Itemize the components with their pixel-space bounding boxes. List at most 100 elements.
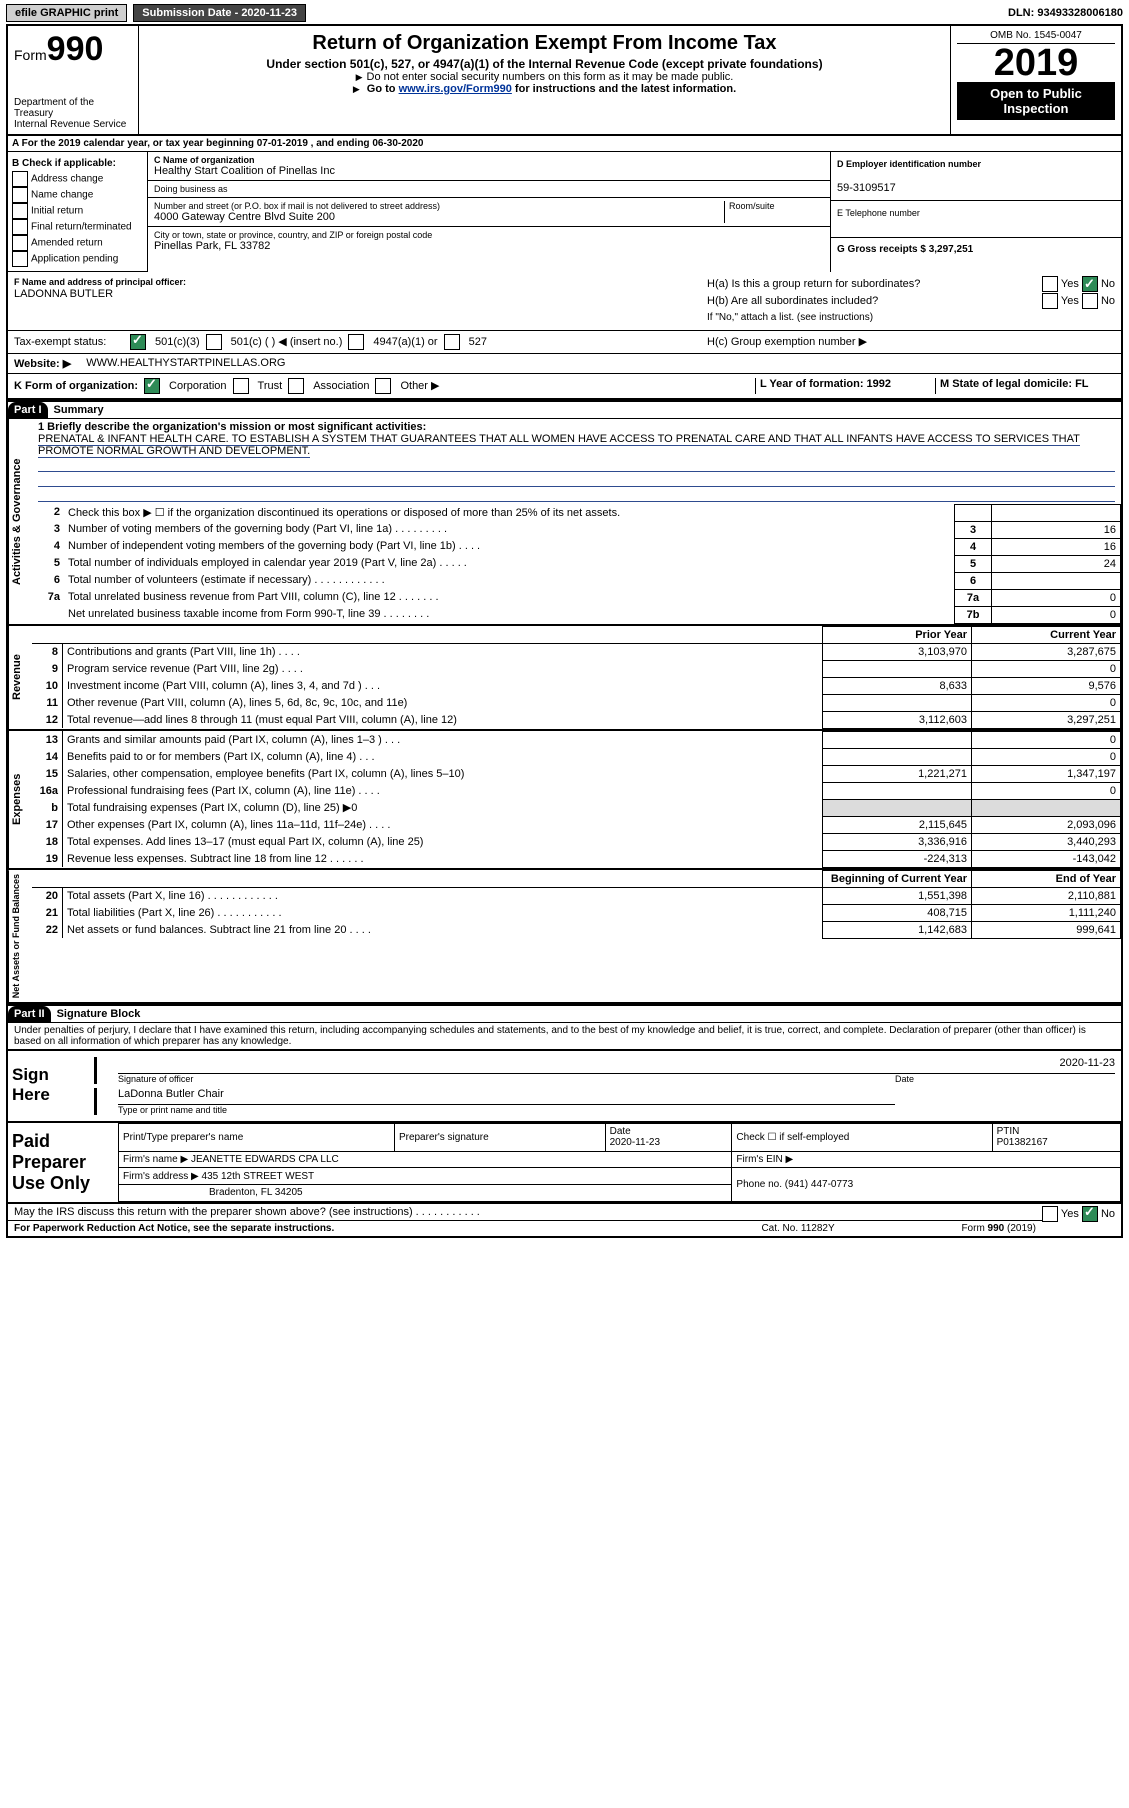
mission-text: PRENATAL & INFANT HEALTH CARE. TO ESTABL… (38, 433, 1080, 458)
chk-527[interactable] (444, 334, 460, 350)
chk-amended-return[interactable] (12, 235, 28, 251)
form-page: efile GRAPHIC print Submission Date - 20… (0, 0, 1129, 1242)
table-row: 14Benefits paid to or for members (Part … (32, 748, 1121, 765)
officer-name: LADONNA BUTLER (14, 288, 113, 300)
open-public-badge: Open to Public Inspection (957, 82, 1115, 120)
footer-row: For Paperwork Reduction Act Notice, see … (8, 1220, 1042, 1236)
year-formation: L Year of formation: 1992 (760, 378, 891, 390)
state-domicile: M State of legal domicile: FL (940, 378, 1089, 390)
goto-note: Go to www.irs.gov/Form990 for instructio… (145, 83, 944, 95)
form-title: Return of Organization Exempt From Incom… (145, 32, 944, 55)
chk-ha-yes[interactable] (1042, 276, 1058, 292)
street-label: Number and street (or P.O. box if mail i… (154, 201, 724, 211)
city-label: City or town, state or province, country… (154, 230, 824, 240)
chk-501c[interactable] (206, 334, 222, 350)
sidetab-netassets: Net Assets or Fund Balances (8, 870, 32, 1002)
chk-application-pending[interactable] (12, 251, 28, 267)
table-row: 12Total revenue—add lines 8 through 11 (… (32, 711, 1121, 728)
phone-label: E Telephone number (837, 208, 920, 218)
irs-form990-link[interactable]: www.irs.gov/Form990 (399, 83, 512, 95)
table-row: 9Program service revenue (Part VIII, lin… (32, 660, 1121, 677)
cat-no: Cat. No. 11282Y (761, 1223, 961, 1234)
table-row: 10Investment income (Part VIII, column (… (32, 677, 1121, 694)
sidetab-expenses: Expenses (8, 731, 32, 868)
website-value: WWW.HEALTHYSTARTPINELLAS.ORG (86, 357, 285, 369)
title-cell: Return of Organization Exempt From Incom… (138, 26, 951, 134)
netassets-block: Net Assets or Fund Balances Beginning of… (8, 870, 1121, 1004)
table-row: 11Other revenue (Part VIII, column (A), … (32, 694, 1121, 711)
gross-receipts-label: G Gross receipts $ 3,297,251 (837, 244, 973, 255)
chk-4947[interactable] (348, 334, 364, 350)
tax-exempt-row: Tax-exempt status: 501(c)(3) 501(c) ( ) … (8, 331, 701, 353)
chk-ha-no[interactable] (1082, 276, 1098, 292)
website-row: Website: ▶ WWW.HEALTHYSTARTPINELLAS.ORG (8, 354, 1121, 374)
table-row: 18Total expenses. Add lines 13–17 (must … (32, 833, 1121, 850)
chk-corp[interactable] (144, 378, 160, 394)
k-l-m-row: K Form of organization: Corporation Trus… (8, 374, 1121, 400)
dba-label: Doing business as (154, 184, 824, 194)
form-number-cell: Form990 Department of the Treasury Inter… (8, 26, 138, 134)
dept-treasury-label: Department of the Treasury Internal Reve… (14, 97, 132, 130)
chk-address-change[interactable] (12, 171, 28, 187)
chk-501c3[interactable] (130, 334, 146, 350)
mission-block: 1 Briefly describe the organization's mi… (32, 419, 1121, 504)
col-b-checkboxes: B Check if applicable: Address change Na… (8, 152, 148, 272)
chk-final-return[interactable] (12, 219, 28, 235)
chk-assoc[interactable] (288, 378, 304, 394)
hc-cell: H(c) Group exemption number ▶ (701, 331, 1121, 353)
year-cell: OMB No. 1545-0047 2019 Open to Public In… (951, 26, 1121, 134)
form-990-label: Form990 (14, 30, 132, 69)
sign-here-block: Sign Here Signature of officer 2020-11-2… (8, 1049, 1121, 1123)
chk-hb-no[interactable] (1082, 293, 1098, 309)
part1-bar: Part I (8, 402, 48, 418)
submission-date-label: Submission Date - 2020-11-23 (133, 4, 306, 22)
paperwork-notice: For Paperwork Reduction Act Notice, see … (14, 1223, 761, 1234)
table-row: 5Total number of individuals employed in… (32, 555, 1121, 572)
expenses-block: Expenses 13Grants and similar amounts pa… (8, 731, 1121, 870)
efile-print-button[interactable]: efile GRAPHIC print (6, 4, 127, 22)
form-subtitle: Under section 501(c), 527, or 4947(a)(1)… (145, 57, 944, 71)
street-value: 4000 Gateway Centre Blvd Suite 200 (154, 211, 724, 223)
table-row: 8Contributions and grants (Part VIII, li… (32, 643, 1121, 660)
city-value: Pinellas Park, FL 33782 (154, 240, 824, 252)
table-row: 17Other expenses (Part IX, column (A), l… (32, 816, 1121, 833)
table-row: 22Net assets or fund balances. Subtract … (32, 921, 1121, 938)
revenue-table: Prior YearCurrent Year 8Contributions an… (32, 626, 1121, 729)
table-row: 16aProfessional fundraising fees (Part I… (32, 782, 1121, 799)
table-row: 15Salaries, other compensation, employee… (32, 765, 1121, 782)
row-a-taxyear: A For the 2019 calendar year, or tax yea… (8, 136, 1121, 152)
part1-label: Summary (54, 404, 104, 416)
expenses-table: 13Grants and similar amounts paid (Part … (32, 731, 1121, 868)
chk-trust[interactable] (233, 378, 249, 394)
table-row: 2Check this box ▶ ☐ if the organization … (32, 504, 1121, 521)
part2-bar: Part II (8, 1006, 51, 1022)
h-group-cell: H(a) Is this a group return for subordin… (701, 272, 1121, 330)
form-container: Form990 Department of the Treasury Inter… (6, 24, 1123, 1238)
ein-label: D Employer identification number (837, 159, 981, 169)
table-row: 7aTotal unrelated business revenue from … (32, 589, 1121, 606)
chk-discuss-no[interactable] (1082, 1206, 1098, 1222)
chk-hb-yes[interactable] (1042, 293, 1058, 309)
part1-header: Part I Summary (8, 400, 1121, 419)
part2-header: Part II Signature Block (8, 1004, 1121, 1023)
ein-value: 59-3109517 (837, 182, 896, 194)
section-f-h: F Name and address of principal officer:… (8, 272, 1121, 331)
org-name-label: C Name of organization (154, 155, 824, 165)
table-row: 19Revenue less expenses. Subtract line 1… (32, 850, 1121, 867)
table-row: 4Number of independent voting members of… (32, 538, 1121, 555)
discuss-row: May the IRS discuss this return with the… (8, 1204, 1121, 1220)
top-button-row: efile GRAPHIC print Submission Date - 20… (6, 4, 1123, 22)
chk-discuss-yes[interactable] (1042, 1206, 1058, 1222)
table-row: 6Total number of volunteers (estimate if… (32, 572, 1121, 589)
revenue-block: Revenue Prior YearCurrent Year 8Contribu… (8, 626, 1121, 731)
chk-initial-return[interactable] (12, 203, 28, 219)
ssn-note: Do not enter social security numbers on … (145, 71, 944, 83)
tax-year: 2019 (957, 44, 1115, 82)
table-row: Net unrelated business taxable income fr… (32, 606, 1121, 623)
part2-label: Signature Block (57, 1008, 141, 1020)
chk-name-change[interactable] (12, 187, 28, 203)
activities-governance-block: Activities & Governance 1 Briefly descri… (8, 419, 1121, 626)
governance-table: 2Check this box ▶ ☐ if the organization … (32, 504, 1121, 624)
col-c-orginfo: C Name of organization Healthy Start Coa… (148, 152, 831, 272)
chk-other[interactable] (375, 378, 391, 394)
